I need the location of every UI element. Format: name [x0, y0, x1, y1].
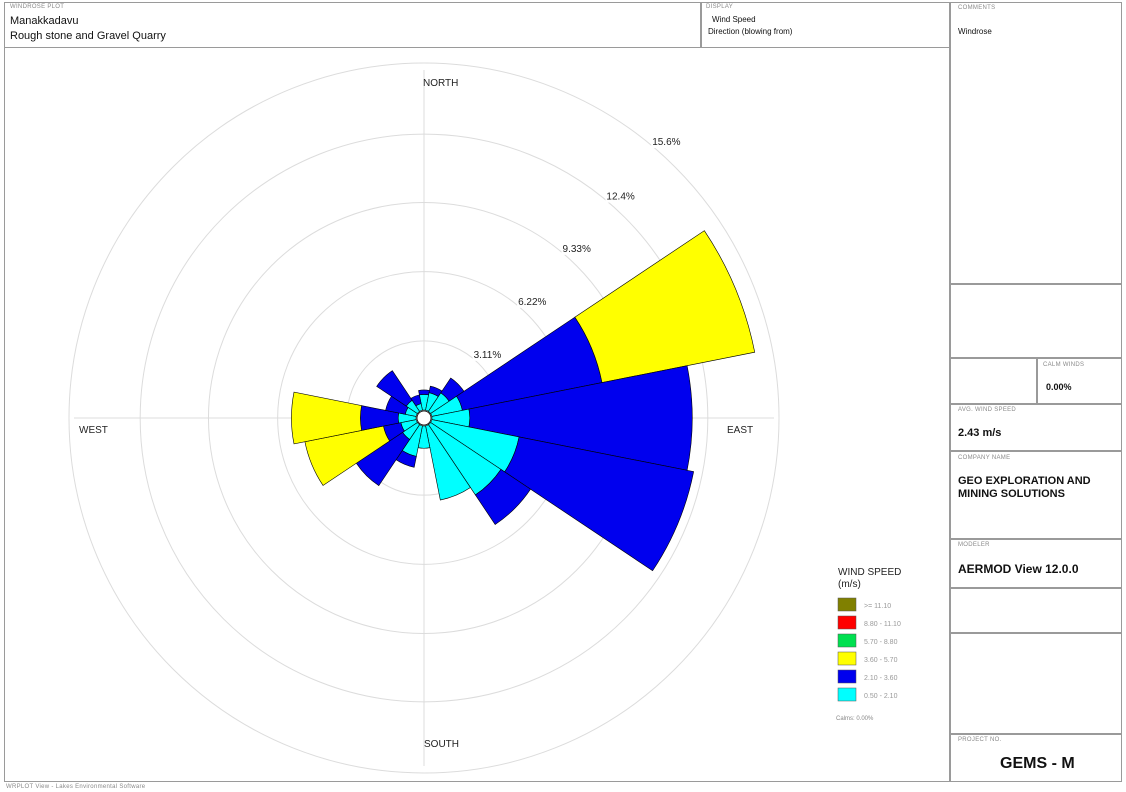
compass-south: SOUTH — [424, 739, 459, 750]
header-frame — [4, 2, 950, 48]
modeler-value: AERMOD View 12.0.0 — [958, 562, 1079, 576]
compass-north: NORTH — [423, 78, 458, 89]
svg-text:6.22%: 6.22% — [518, 297, 546, 308]
avg-speed-caption: AVG. WIND SPEED — [958, 407, 1017, 413]
legend-item: >= 11.10 — [837, 597, 891, 612]
sidebar-separator — [950, 538, 1122, 540]
legend-calms: Calms: 0.00% — [836, 716, 874, 722]
project-value: GEMS - M — [1000, 755, 1075, 772]
windrose-petal — [376, 370, 413, 407]
company-caption: COMPANY NAME — [958, 455, 1011, 461]
svg-text:5.70 - 8.80: 5.70 - 8.80 — [864, 639, 898, 646]
legend-item: 3.60 - 5.70 — [837, 651, 898, 666]
ring-label: 12.4% — [605, 188, 642, 203]
sidebar-frame — [950, 2, 1122, 782]
header-divider — [700, 2, 702, 48]
company-value: GEO EXPLORATION AND MINING SOLUTIONS — [958, 475, 1091, 500]
ring-label: 3.11% — [472, 346, 509, 361]
comments-value: Windrose — [958, 27, 992, 36]
sidebar-separator — [950, 403, 1122, 405]
svg-text:2.10 - 3.60: 2.10 - 3.60 — [864, 675, 898, 682]
windrose-chart: 3.11% 6.22% 9.33% 12.4% 15.6% NORTH SOUTH EA… — [68, 62, 901, 774]
calm-value: 0.00% — [1046, 382, 1072, 392]
footer-credit: WRPLOT View - Lakes Environmental Softwa… — [6, 784, 146, 790]
svg-text:0.50 - 2.10: 0.50 - 2.10 — [864, 693, 898, 700]
windrose-petal — [410, 394, 422, 407]
legend-item: 0.50 - 2.10 — [837, 687, 898, 702]
grid-ring — [68, 62, 780, 774]
avg-speed-value: 2.43 m/s — [958, 427, 1002, 439]
display-caption: DISPLAY — [706, 4, 733, 10]
display-line-2: Direction (blowing from) — [708, 27, 793, 36]
windrose-petal — [418, 389, 430, 396]
svg-text:15.6%: 15.6% — [652, 137, 680, 148]
svg-text:3.60 - 5.70: 3.60 - 5.70 — [864, 657, 898, 664]
svg-text:8.80 - 11.10: 8.80 - 11.10 — [864, 621, 901, 628]
calm-divider — [1036, 357, 1038, 403]
sidebar-separator — [950, 733, 1122, 735]
sidebar-separator — [950, 632, 1122, 634]
comments-caption: COMMENTS — [958, 5, 996, 11]
calm-circle — [416, 410, 432, 426]
calm-caption: CALM WINDS — [1043, 362, 1085, 368]
ring-label: 15.6% — [651, 134, 688, 149]
compass-west: WEST — [79, 425, 108, 436]
windrose-petal — [504, 436, 694, 572]
sidebar-separator — [950, 587, 1122, 589]
windrose-petal — [574, 230, 756, 383]
windrose-petal — [474, 468, 531, 525]
plot-caption: WINDROSE PLOT — [10, 4, 65, 10]
site-description: Rough stone and Gravel Quarry — [10, 30, 166, 42]
legend-item: 2.10 - 3.60 — [837, 669, 898, 684]
sidebar-separator — [950, 283, 1122, 285]
compass-east: EAST — [727, 425, 753, 436]
windrose-petal — [425, 424, 471, 501]
svg-text:>= 11.10: >= 11.10 — [864, 603, 891, 610]
svg-text:3.11%: 3.11% — [474, 350, 502, 361]
legend-title: WIND SPEED — [838, 567, 901, 578]
site-name: Manakkadavu — [10, 15, 79, 27]
legend-unit: (m/s) — [838, 579, 861, 590]
display-line-1: Wind Speed — [712, 15, 756, 24]
svg-text:12.4%: 12.4% — [606, 192, 634, 203]
windrose-petal — [291, 391, 362, 445]
project-caption: PROJECT NO. — [958, 737, 1002, 743]
modeler-caption: MODELER — [958, 542, 990, 548]
windrose-petal — [468, 365, 693, 471]
legend-item: 8.80 - 11.10 — [837, 615, 901, 630]
legend-item: 5.70 - 8.80 — [837, 633, 898, 648]
ring-label: 6.22% — [517, 293, 554, 308]
svg-text:9.33%: 9.33% — [563, 244, 591, 255]
sidebar-separator — [950, 450, 1122, 452]
ring-label: 9.33% — [561, 240, 598, 255]
